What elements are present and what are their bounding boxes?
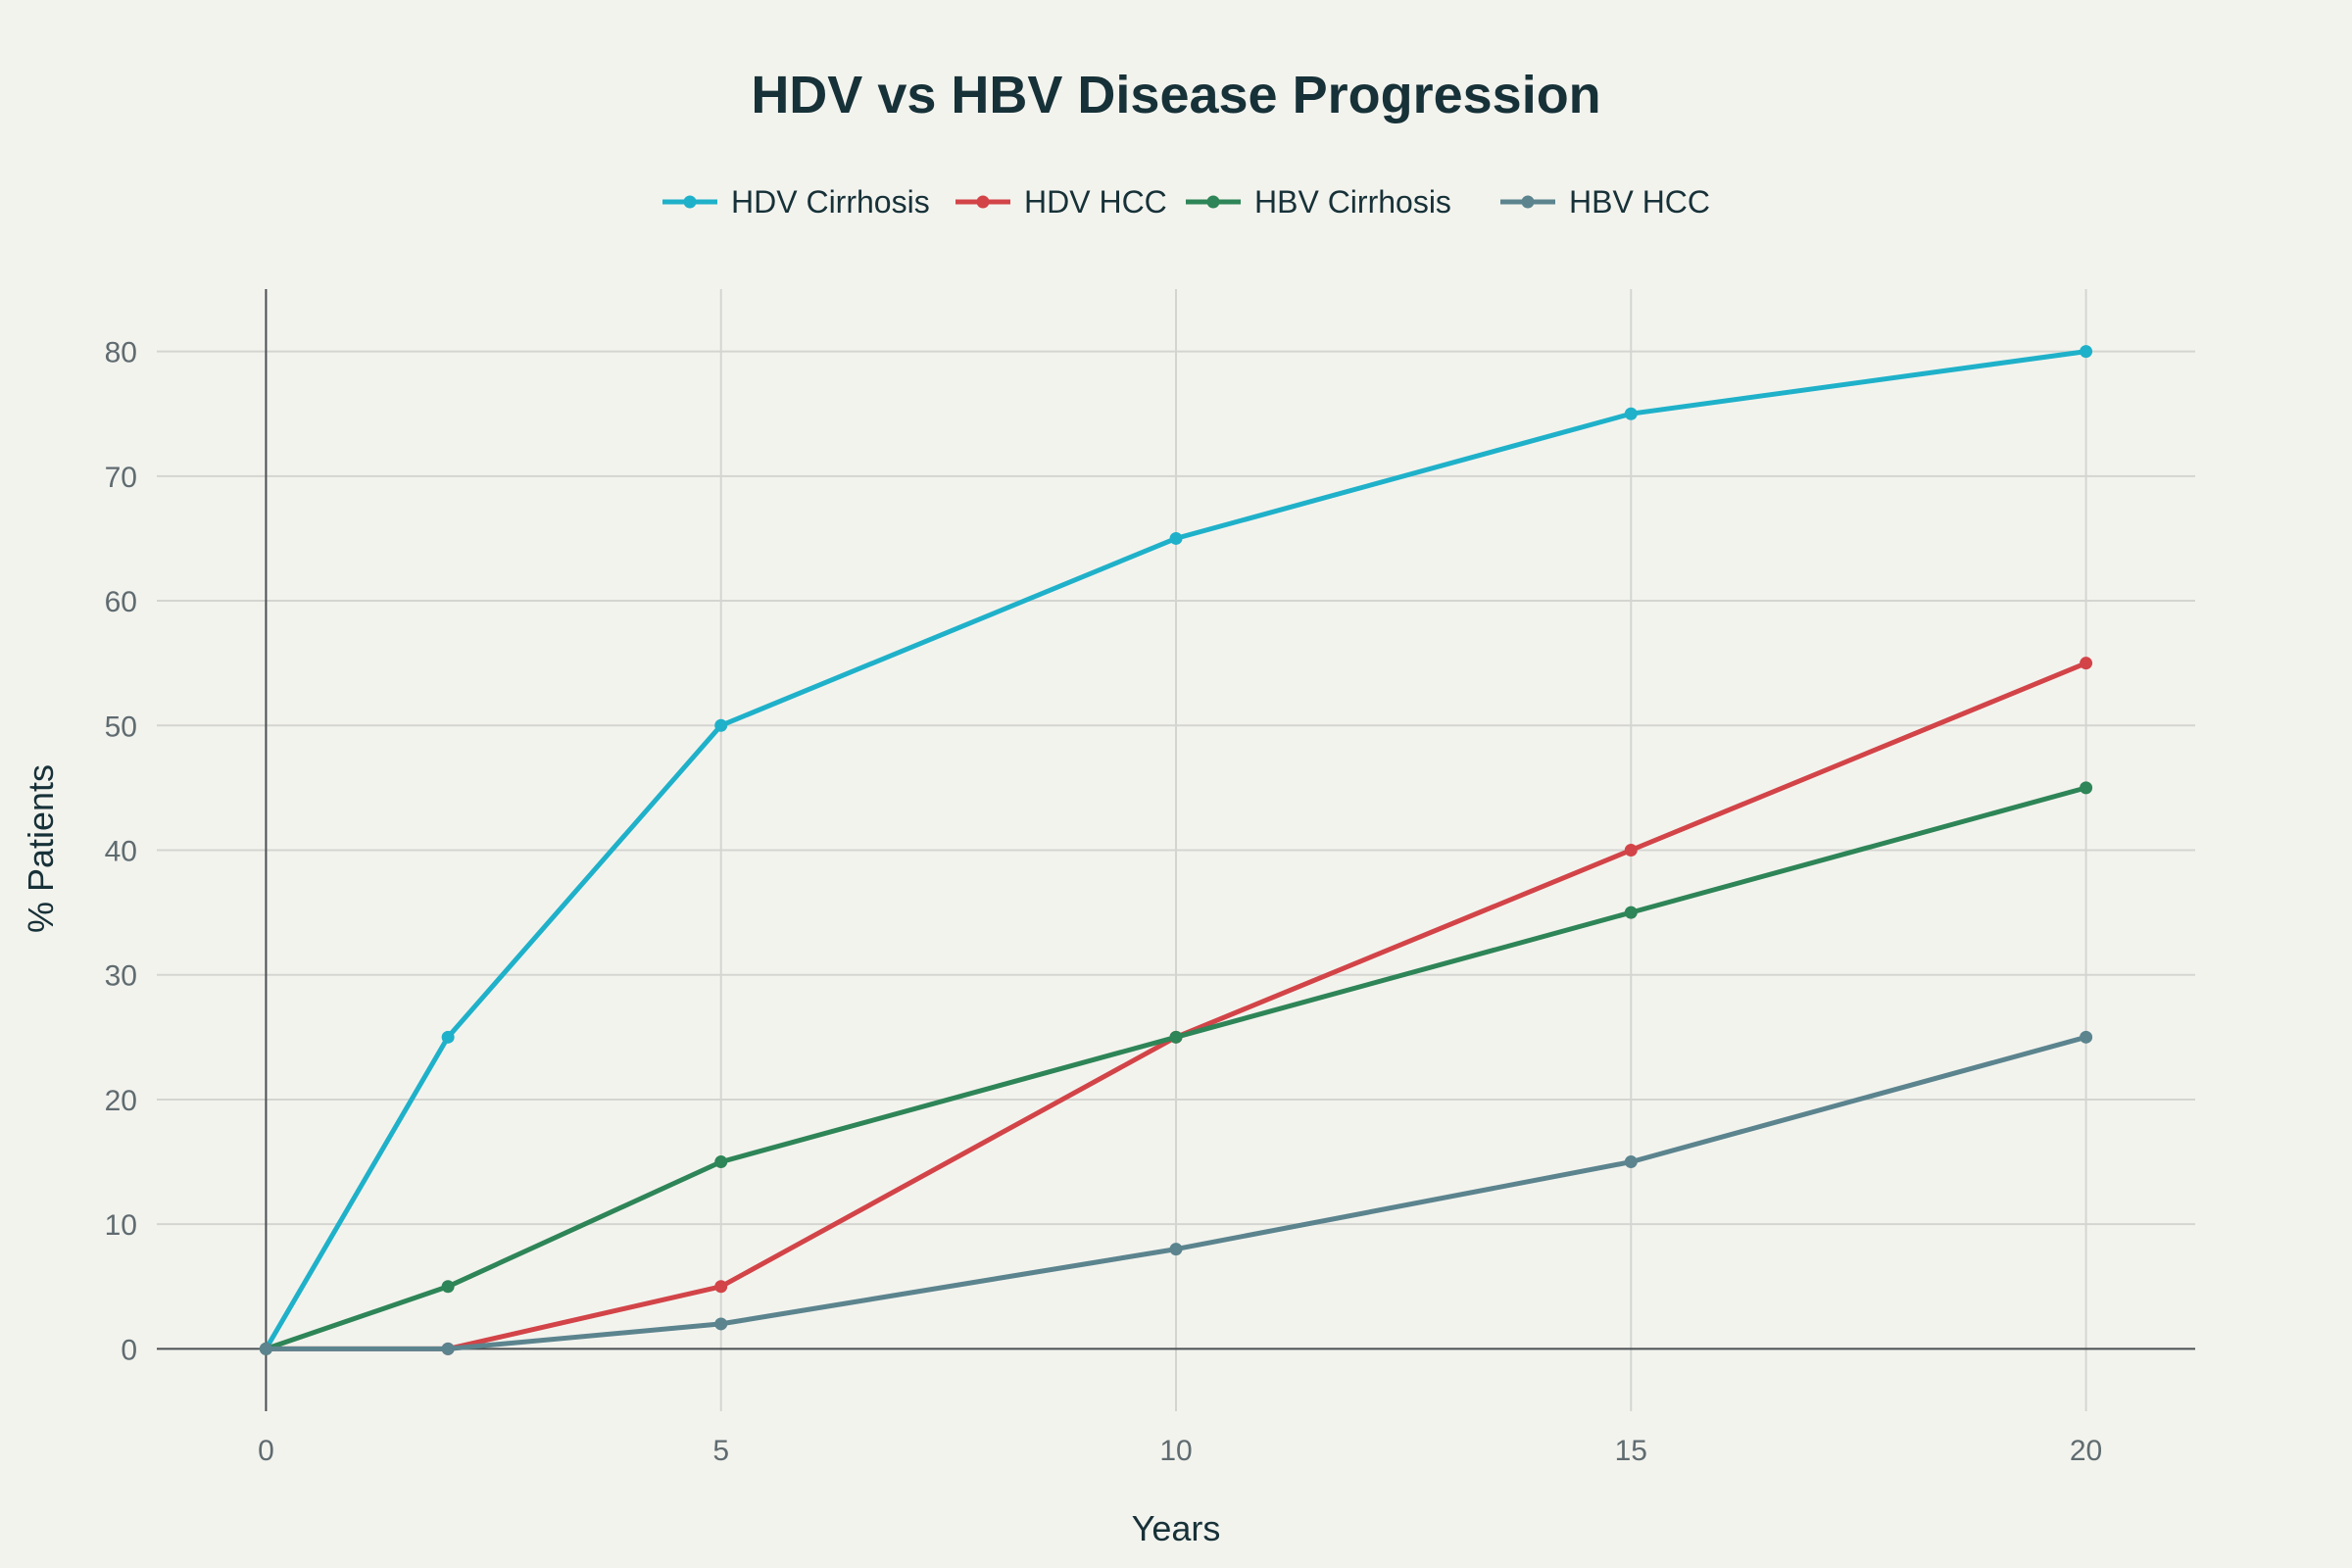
data-point-hbv-cirrhosis[interactable] — [2080, 781, 2093, 795]
data-point-hdv-cirrhosis[interactable] — [2080, 345, 2093, 359]
data-point-hdv-cirrhosis[interactable] — [1624, 407, 1638, 420]
x-tick-label: 15 — [1615, 1435, 1647, 1467]
data-point-hbv-hcc[interactable] — [2080, 1030, 2093, 1044]
legend-label: HBV HCC — [1569, 184, 1710, 220]
legend-swatch-marker — [1521, 195, 1535, 209]
data-point-hbv-cirrhosis[interactable] — [1624, 906, 1638, 919]
legend-swatch-marker — [1206, 195, 1220, 209]
x-tick-label: 5 — [712, 1435, 729, 1467]
legend-item-hdv-cirrhosis[interactable]: HDV Cirrhosis — [662, 184, 930, 220]
series-line-hbv-hcc — [263, 1034, 2089, 1351]
x-tick-label: 10 — [1159, 1435, 1192, 1467]
data-point-hbv-hcc[interactable] — [259, 1342, 272, 1355]
chart-title: HDV vs HBV Disease Progression — [751, 66, 1600, 124]
data-point-hdv-cirrhosis[interactable] — [1169, 531, 1183, 545]
x-tick-label: 20 — [2070, 1435, 2102, 1467]
legend-item-hbv-cirrhosis[interactable]: HBV Cirrhosis — [1186, 184, 1451, 220]
series-hbv-hcc — [259, 1030, 2093, 1355]
data-point-hdv-hcc[interactable] — [2080, 657, 2093, 670]
data-point-hbv-cirrhosis[interactable] — [1169, 1030, 1183, 1044]
data-point-hdv-hcc[interactable] — [1624, 844, 1638, 857]
legend-label: HDV Cirrhosis — [731, 184, 930, 220]
tick-labels: 0 10 20 30 40 50 60 70 80 0 5 10 15 20 — [105, 337, 2103, 1467]
y-tick-label: 40 — [105, 836, 137, 868]
y-tick-label: 20 — [105, 1085, 137, 1117]
series-line-hbv-cirrhosis — [263, 785, 2089, 1351]
data-point-hbv-hcc[interactable] — [441, 1342, 455, 1355]
series-line-hdv-cirrhosis — [263, 349, 2089, 1351]
legend-item-hdv-hcc[interactable]: HDV HCC — [956, 184, 1167, 220]
y-tick-label: 10 — [105, 1209, 137, 1242]
x-tick-label: 0 — [258, 1435, 274, 1467]
legend-item-hbv-hcc[interactable]: HBV HCC — [1500, 184, 1710, 220]
data-point-hdv-cirrhosis[interactable] — [441, 1030, 455, 1044]
legend-label: HBV Cirrhosis — [1254, 184, 1451, 220]
data-point-hdv-cirrhosis[interactable] — [714, 718, 728, 732]
data-point-hbv-hcc[interactable] — [714, 1317, 728, 1331]
data-point-hbv-cirrhosis[interactable] — [714, 1155, 728, 1169]
legend-swatch-marker — [976, 195, 990, 209]
y-tick-label: 60 — [105, 586, 137, 618]
legend-label: HDV HCC — [1024, 184, 1167, 220]
y-tick-label: 30 — [105, 960, 137, 993]
axes — [157, 289, 2195, 1411]
data-point-hbv-hcc[interactable] — [1624, 1155, 1638, 1169]
y-axis-title: % Patients — [21, 764, 61, 933]
legend[interactable]: HDV Cirrhosis HDV HCC HBV Cirrhosis HBV HCC — [662, 184, 1710, 220]
data-point-hbv-hcc[interactable] — [1169, 1243, 1183, 1256]
x-axis-title: Years — [1132, 1508, 1221, 1548]
legend-swatch-marker — [683, 195, 697, 209]
data-point-hbv-cirrhosis[interactable] — [441, 1280, 455, 1294]
y-tick-label: 0 — [121, 1334, 137, 1366]
y-tick-label: 80 — [105, 337, 137, 369]
y-tick-label: 70 — [105, 462, 137, 494]
series-lines — [259, 345, 2093, 1355]
data-point-hdv-hcc[interactable] — [714, 1280, 728, 1294]
y-tick-label: 50 — [105, 710, 137, 743]
grid-lines — [157, 289, 2195, 1411]
